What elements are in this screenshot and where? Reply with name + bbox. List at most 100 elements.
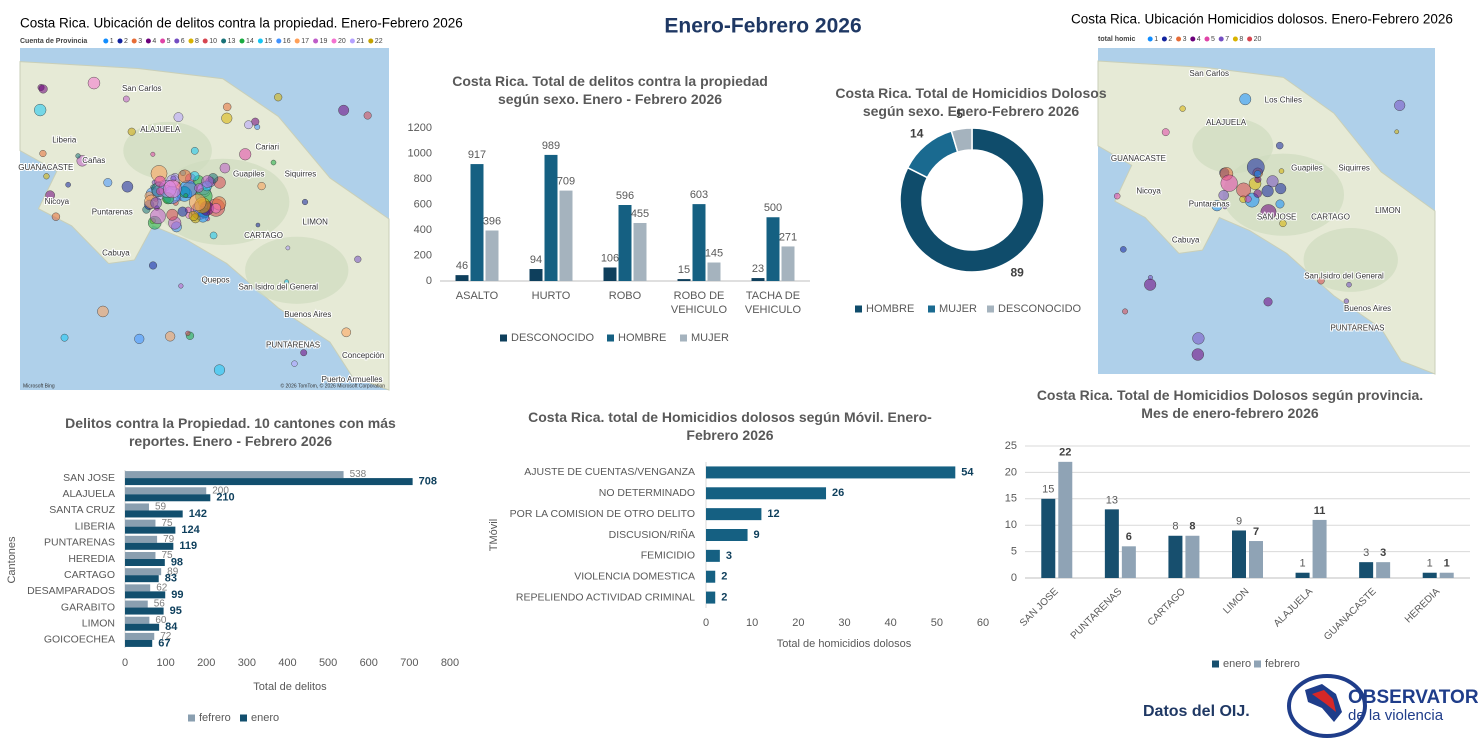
map-bubble bbox=[34, 103, 47, 117]
map-legend-dot bbox=[1147, 36, 1153, 42]
y-tick-label: 1200 bbox=[408, 122, 432, 134]
bar bbox=[633, 222, 647, 281]
map-legend-label: 4 bbox=[1197, 36, 1201, 43]
y-tick-label: 20 bbox=[1005, 466, 1017, 478]
x-tick-label: 400 bbox=[278, 657, 296, 669]
value-label: 83 bbox=[165, 573, 177, 585]
y-tick-label: 600 bbox=[414, 198, 432, 210]
map-bubble bbox=[189, 193, 207, 211]
map-legend-dot bbox=[221, 38, 227, 44]
source-note: Datos del OIJ. bbox=[1143, 703, 1250, 720]
value-label: 709 bbox=[557, 176, 575, 188]
value-label: 56 bbox=[154, 599, 166, 610]
map-bubble bbox=[301, 198, 309, 206]
x-tick-label: HURTO bbox=[531, 290, 571, 302]
x-tick-label-box: HURTO bbox=[531, 290, 571, 302]
map-attribution: © 2026 TomTom, © 2026 Microsoft Corporat… bbox=[280, 382, 385, 389]
value-label: 9 bbox=[1236, 515, 1242, 527]
map-bubble bbox=[150, 197, 162, 209]
x-tick-label: 60 bbox=[977, 617, 989, 629]
map-legend-label: 7 bbox=[1225, 36, 1229, 43]
map-bubble bbox=[183, 193, 189, 198]
y-tick-label: LIMON bbox=[82, 618, 115, 630]
value-label: 94 bbox=[530, 254, 542, 266]
map-bubble bbox=[223, 102, 232, 112]
x-tick-label: 30 bbox=[838, 617, 850, 629]
legend-label: DESCONOCIDO bbox=[511, 332, 595, 344]
value-label: 23 bbox=[752, 263, 764, 275]
map-bubble bbox=[1114, 192, 1121, 200]
bar bbox=[125, 632, 155, 640]
map-legend-label: 2 bbox=[1168, 36, 1172, 43]
y-tick-label: 200 bbox=[414, 249, 432, 261]
value-label: 708 bbox=[419, 475, 437, 487]
map-bubble bbox=[1244, 195, 1252, 203]
map-bubble bbox=[300, 349, 308, 357]
bar bbox=[125, 510, 183, 518]
x-tick-label: CARTAGO bbox=[1146, 586, 1188, 628]
value-label: 1 bbox=[1300, 558, 1306, 570]
bar bbox=[125, 639, 153, 647]
bar bbox=[1439, 572, 1454, 578]
map-legend-label: 5 bbox=[167, 38, 171, 45]
chart-title-box: Delitos contra la Propiedad. 10 cantones… bbox=[65, 415, 396, 450]
value-label: 14 bbox=[910, 126, 924, 140]
legend-label: HOMBRE bbox=[618, 332, 666, 344]
map-legend-label: 1 bbox=[110, 38, 114, 45]
map-bubble bbox=[45, 190, 55, 201]
x-tick-label: 20 bbox=[792, 617, 804, 629]
map-place-label: Buenos Aires bbox=[284, 310, 331, 319]
map-bubble bbox=[185, 330, 191, 336]
y-tick-label: HEREDIA bbox=[68, 553, 115, 565]
map-legend-label: 8 bbox=[1239, 36, 1243, 43]
y-tick-label: SANTA CRUZ bbox=[49, 504, 115, 516]
value-label: 119 bbox=[179, 540, 197, 552]
value-label: 98 bbox=[171, 556, 183, 568]
value-label: 9 bbox=[754, 529, 760, 541]
y-tick-label: 400 bbox=[414, 224, 432, 236]
legend-label: MUJER bbox=[939, 303, 977, 315]
value-label: 500 bbox=[764, 202, 782, 214]
map-bubble bbox=[1346, 281, 1352, 288]
y-tick-label: 800 bbox=[414, 173, 432, 185]
value-label: 12 bbox=[767, 508, 779, 520]
bar bbox=[692, 204, 706, 281]
map-place-label: ALAJUELA bbox=[1206, 118, 1247, 127]
map-legend-label: 3 bbox=[138, 38, 142, 45]
value-label: 7 bbox=[1253, 526, 1259, 538]
legend-swatch bbox=[928, 305, 935, 313]
bar bbox=[125, 471, 344, 479]
map-legend-dot bbox=[160, 38, 166, 44]
chart-title: Delitos contra la Propiedad. 10 cantones… bbox=[65, 415, 396, 450]
map-terrain bbox=[1303, 227, 1398, 292]
pie-slice bbox=[950, 127, 973, 154]
map-place-label: Guapiles bbox=[1291, 164, 1323, 173]
bar bbox=[677, 279, 691, 281]
value-label: 271 bbox=[779, 231, 797, 243]
map-bubble bbox=[274, 93, 283, 102]
legend-swatch bbox=[1212, 660, 1219, 668]
bar bbox=[125, 494, 211, 502]
value-label: 106 bbox=[601, 252, 619, 264]
value-label: 59 bbox=[155, 502, 167, 513]
map-place-label: Liberia bbox=[52, 135, 77, 144]
legend-swatch bbox=[855, 305, 862, 313]
x-tick-label: 50 bbox=[931, 617, 943, 629]
x-tick-label: 10 bbox=[746, 617, 758, 629]
map-bubble bbox=[1263, 297, 1273, 307]
x-tick-label: LIMON bbox=[1221, 586, 1251, 616]
bar bbox=[125, 591, 166, 599]
x-tick-label: SAN JOSE bbox=[1018, 586, 1061, 629]
map-bubble bbox=[154, 175, 166, 188]
map-bubble bbox=[1275, 199, 1285, 209]
bar bbox=[1168, 535, 1183, 578]
bar bbox=[1104, 509, 1119, 578]
value-label: 6 bbox=[1126, 531, 1132, 543]
map-legend-dot bbox=[368, 38, 374, 44]
bar bbox=[125, 575, 159, 583]
legend-label: fefrero bbox=[199, 712, 231, 724]
map-bubble bbox=[291, 360, 298, 367]
map-place-label: Cañas bbox=[82, 156, 105, 165]
x-tick-label: 0 bbox=[122, 657, 128, 669]
value-label: 67 bbox=[158, 637, 170, 649]
